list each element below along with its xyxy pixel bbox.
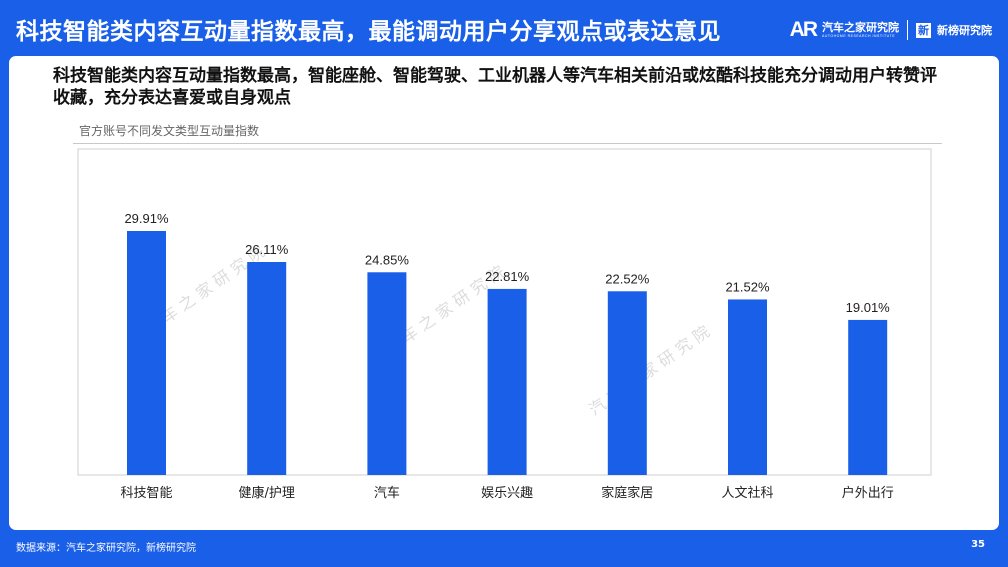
data-label: 22.52% — [605, 271, 650, 286]
bar — [848, 319, 888, 475]
autohome-logo-name-en: AUTOHOME RESEARCH INSTITUTE — [822, 33, 896, 38]
watermark-text: 汽 车 之 家 研 究 院 — [585, 322, 713, 419]
chart-title: 官方账号不同发文类型互动量指数 — [79, 124, 260, 138]
slide-subtitle: 科技智能类内容互动量指数最高，智能座舱、智能驾驶、工业机器人等汽车相关前沿或炫酷… — [53, 66, 937, 108]
data-label: 26.11% — [245, 242, 289, 257]
data-label: 19.01% — [846, 300, 891, 315]
newrank-logo-name: 新榜研究院 — [937, 23, 992, 37]
data-label: 29.91% — [124, 211, 169, 226]
bar — [487, 288, 527, 475]
data-label: 24.85% — [365, 252, 410, 267]
logo-group: AR 汽车之家研究院 AUTOHOME RESEARCH INSTITUTE 新… — [790, 17, 992, 43]
bar — [247, 261, 287, 475]
data-label: 22.81% — [485, 269, 530, 284]
content-card: 科技智能类内容互动量指数最高，智能座舱、智能驾驶、工业机器人等汽车相关前沿或炫酷… — [9, 56, 999, 530]
bar-chart: 汽 车 之 家 研 究 院汽 车 之 家 研 究 院汽 车 之 家 研 究 院2… — [77, 148, 932, 501]
x-tick-label: 娱乐兴趣 — [481, 486, 533, 501]
chart-title-underline — [73, 143, 942, 144]
x-tick-label: 汽车 — [374, 485, 400, 501]
footer-source: 数据来源：汽车之家研究院，新榜研究院 — [16, 543, 196, 554]
x-tick-label: 人文社科 — [721, 485, 773, 501]
autohome-logo-mark: AR — [789, 18, 818, 41]
bar — [728, 299, 767, 475]
bar — [367, 272, 407, 475]
x-tick-label: 科技智能 — [120, 486, 172, 501]
x-tick-label: 家庭家居 — [601, 485, 653, 501]
x-tick-label: 健康/护理 — [239, 485, 295, 501]
x-tick-label: 户外出行 — [842, 485, 894, 501]
header-title: 科技智能类内容互动量指数最高，最能调动用户分享观点或表达意见 — [16, 19, 721, 45]
bar — [607, 291, 647, 475]
newrank-logo-text: 新榜研究院 — [937, 25, 992, 36]
autohome-logo-name: 汽车之家研究院 — [822, 20, 899, 34]
bar — [127, 231, 166, 475]
page-number: 35 — [971, 539, 985, 550]
autohome-logo-text: 汽车之家研究院 AUTOHOME RESEARCH INSTITUTE — [822, 22, 899, 39]
logo-divider — [907, 20, 908, 40]
data-label: 21.52% — [725, 279, 770, 294]
newrank-logo-icon: 新 — [916, 22, 931, 38]
